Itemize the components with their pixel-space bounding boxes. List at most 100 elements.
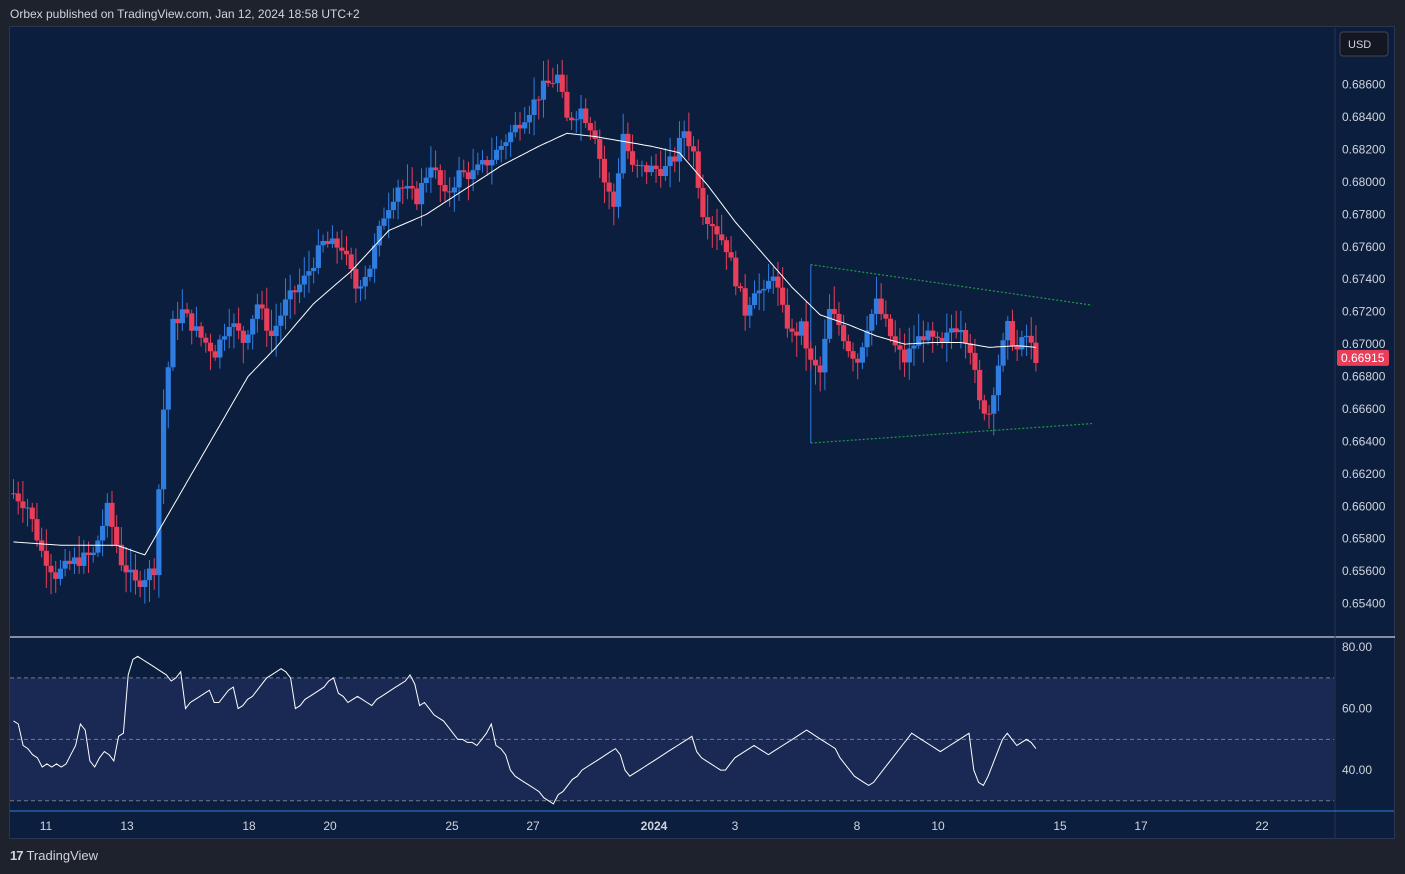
candle-body bbox=[709, 224, 715, 227]
candle-body bbox=[221, 336, 228, 340]
candle-body bbox=[812, 359, 819, 366]
candle-body bbox=[24, 507, 31, 509]
candle-body bbox=[100, 525, 106, 541]
candle-body bbox=[892, 336, 898, 346]
candle-body bbox=[564, 91, 570, 118]
candle-body bbox=[400, 187, 406, 189]
candle-body bbox=[1023, 335, 1030, 338]
candle-body bbox=[686, 131, 692, 147]
candle-body bbox=[601, 158, 608, 183]
price-tick-label: 0.67800 bbox=[1342, 207, 1386, 221]
candle-body bbox=[902, 349, 908, 363]
candle-body bbox=[780, 287, 786, 305]
candle-body bbox=[761, 288, 767, 291]
candle-body bbox=[606, 182, 612, 192]
candle-body bbox=[559, 74, 565, 92]
candle-body bbox=[934, 336, 941, 338]
candle-body bbox=[207, 342, 214, 352]
candle-body bbox=[808, 348, 814, 360]
candle-body bbox=[719, 234, 725, 241]
candle-body bbox=[629, 151, 636, 165]
candle-body bbox=[667, 156, 673, 167]
candle-body bbox=[386, 210, 392, 219]
candle-body bbox=[362, 276, 368, 287]
candle-body bbox=[770, 276, 776, 281]
candle-body bbox=[57, 568, 63, 579]
candle-body bbox=[639, 165, 645, 167]
candle-body bbox=[231, 323, 237, 327]
candle-body bbox=[554, 74, 561, 84]
candle-body bbox=[503, 142, 509, 147]
candle-body bbox=[34, 519, 40, 541]
candle-body bbox=[658, 169, 664, 177]
candle-body bbox=[1033, 342, 1039, 363]
footer[interactable]: 17 TradingView bbox=[10, 848, 98, 863]
candle-body bbox=[798, 321, 805, 336]
candle-body bbox=[395, 187, 401, 202]
candle-body bbox=[475, 164, 481, 171]
candle-body bbox=[789, 328, 795, 332]
price-tick-label: 0.68600 bbox=[1342, 78, 1386, 92]
candle-body bbox=[315, 245, 321, 268]
candle-body bbox=[461, 170, 467, 173]
trendline-lower[interactable] bbox=[810, 422, 1093, 444]
candle-body bbox=[428, 167, 434, 178]
candle-body bbox=[859, 347, 865, 363]
candle-body bbox=[512, 124, 518, 133]
price-tick-label: 0.66400 bbox=[1342, 434, 1386, 448]
candle-body bbox=[160, 409, 167, 490]
candle-body bbox=[132, 569, 139, 581]
trendline-upper[interactable] bbox=[810, 264, 1093, 306]
candle-body bbox=[550, 83, 556, 85]
candle-body bbox=[911, 345, 917, 349]
candle-body bbox=[526, 114, 532, 123]
candle-body bbox=[930, 330, 936, 337]
current-price-label: 0.66915 bbox=[1341, 351, 1385, 365]
candle-body bbox=[873, 298, 880, 314]
candle-body bbox=[1028, 335, 1034, 343]
candle-body bbox=[433, 167, 439, 171]
candle-body bbox=[648, 165, 654, 173]
candle-body bbox=[705, 217, 711, 225]
candle-body bbox=[728, 252, 734, 258]
candle-body bbox=[311, 267, 317, 272]
candle-body bbox=[615, 173, 622, 207]
candle-body bbox=[822, 338, 828, 373]
candle-body bbox=[217, 339, 223, 358]
candle-body bbox=[953, 328, 959, 333]
candle-body bbox=[329, 238, 336, 244]
candle-body bbox=[925, 330, 931, 341]
candle-body bbox=[10, 493, 17, 495]
candle-body bbox=[1019, 337, 1025, 350]
candle-body bbox=[137, 580, 143, 587]
candle-body bbox=[690, 146, 697, 152]
time-tick-label: 25 bbox=[445, 819, 459, 833]
time-tick-label: 10 bbox=[931, 819, 945, 833]
moving-average-line bbox=[13, 132, 1036, 556]
candle-body bbox=[775, 276, 781, 288]
candle-body bbox=[90, 552, 96, 556]
candle-body bbox=[259, 304, 265, 309]
candle-body bbox=[339, 247, 345, 251]
time-tick-label: 8 bbox=[854, 819, 861, 833]
candle-body bbox=[250, 318, 256, 335]
candle-body bbox=[714, 226, 720, 235]
time-tick-label: 17 bbox=[1134, 819, 1148, 833]
currency-selector[interactable] bbox=[1339, 31, 1389, 57]
candle-body bbox=[123, 565, 129, 573]
candle-body bbox=[676, 137, 683, 162]
candle-body bbox=[897, 345, 903, 350]
candle-body bbox=[700, 187, 706, 218]
price-tick-label: 0.65800 bbox=[1342, 532, 1386, 546]
candle-body bbox=[85, 552, 92, 556]
price-tick-label: 0.68200 bbox=[1342, 143, 1386, 157]
candle-body bbox=[1009, 320, 1016, 346]
tradingview-logo-icon: 17 bbox=[10, 848, 24, 863]
candle-body bbox=[381, 218, 387, 226]
candle-body bbox=[887, 318, 894, 337]
candle-body bbox=[296, 284, 303, 293]
price-tick-label: 0.68400 bbox=[1342, 110, 1386, 124]
candle-body bbox=[301, 275, 307, 285]
price-tick-label: 0.66800 bbox=[1342, 370, 1386, 384]
